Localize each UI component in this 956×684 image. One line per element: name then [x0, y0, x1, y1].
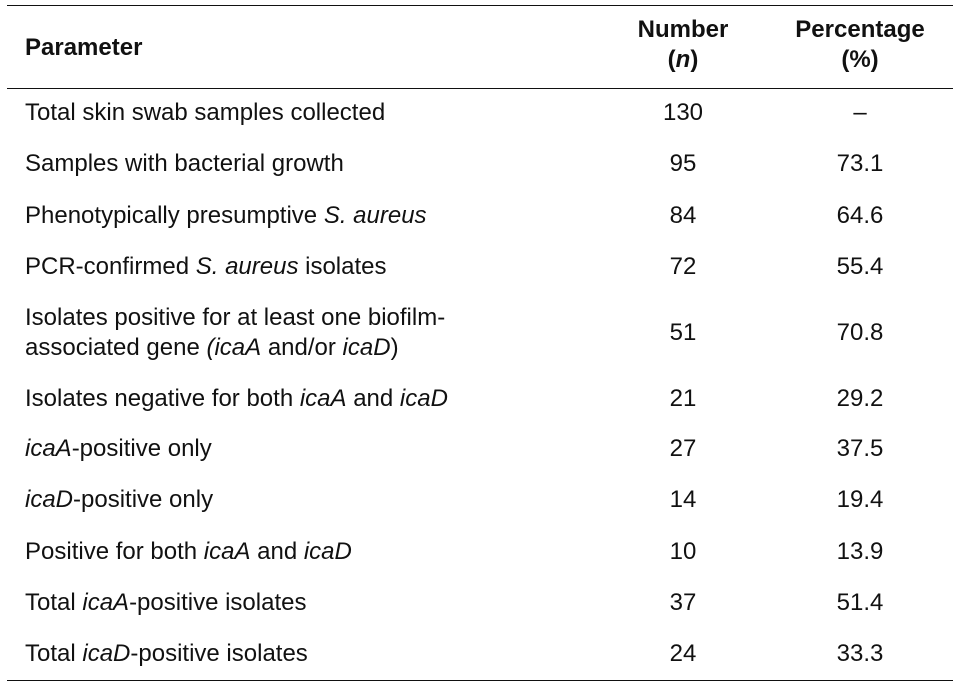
parameter-text-segment: icaA — [203, 538, 251, 565]
header-percentage-unit: (%) — [841, 46, 879, 73]
row-parameter: Samples with bacterial growth — [25, 149, 585, 179]
parameter-text-segment: and — [250, 538, 304, 565]
parameter-text-segment: Samples with bacterial growth — [25, 150, 344, 177]
table-row: Phenotypically presumptive S. aureus 84 64… — [7, 201, 953, 231]
header-number: Number (n) — [613, 15, 753, 75]
table-top-rule — [7, 5, 953, 6]
row-parameter: Total icaA-positive isolates — [25, 588, 585, 618]
header-number-close-paren: ) — [690, 46, 699, 73]
parameter-text-segment: -positive only — [71, 435, 212, 462]
parameter-text-segment: S. aureus — [195, 253, 299, 280]
table-row: Total skin swab samples collected 130 – — [7, 98, 953, 128]
parameter-text-segment: -positive only — [73, 486, 214, 513]
parameter-text-segment: icaD — [399, 385, 448, 412]
parameter-text-segment: icaD — [25, 486, 74, 513]
parameter-text-segment: Isolates positive for at least one biofi… — [25, 304, 446, 331]
parameter-line: associated gene (icaA and/or icaD) — [25, 333, 585, 363]
parameter-text-segment: Total skin swab samples collected — [25, 99, 386, 126]
table-row: Total icaA-positive isolates 37 51.4 — [7, 588, 953, 618]
row-percentage: 33.3 — [836, 640, 884, 667]
parameter-text-segment: Phenotypically presumptive — [25, 202, 324, 229]
row-number: 37 — [669, 589, 697, 616]
parameter-text-segment: (icaA — [206, 334, 262, 361]
row-number: 21 — [669, 385, 697, 412]
parameter-text-segment: S. aureus — [323, 202, 427, 229]
parameter-text-segment: icaD — [303, 538, 352, 565]
table-header-rule — [7, 88, 953, 89]
row-parameter: Isolates negative for both icaA and icaD — [25, 384, 585, 414]
table-row: Total icaD-positive isolates 24 33.3 — [7, 639, 953, 669]
parameter-text-segment: icaD — [342, 334, 391, 361]
header-number-symbol: n — [675, 46, 691, 73]
parameter-text-segment: icaA — [82, 589, 130, 616]
table-header: Parameter Number (n) Percentage (%) — [7, 6, 953, 88]
parameter-text-segment: associated gene — [25, 334, 207, 361]
row-percentage: 51.4 — [836, 589, 884, 616]
table-row: Isolates negative for both icaA and icaD… — [7, 384, 953, 414]
parameter-text-segment: -positive isolates — [130, 640, 308, 667]
header-percentage-label: Percentage — [795, 16, 925, 43]
row-number: 72 — [669, 253, 697, 280]
table-row: icaA-positive only 27 37.5 — [7, 434, 953, 464]
row-percentage: 29.2 — [836, 385, 884, 412]
table-row: PCR-confirmed S. aureus isolates 72 55.4 — [7, 252, 953, 282]
parameter-text-segment: Positive for both — [25, 538, 204, 565]
parameter-text-segment: icaA — [299, 385, 347, 412]
row-percentage: 19.4 — [836, 486, 884, 513]
parameter-text-segment: Total — [25, 640, 83, 667]
parameter-text-segment: ) — [390, 334, 399, 361]
table-bottom-rule — [7, 680, 953, 681]
parameter-text-segment: isolates — [298, 253, 387, 280]
row-parameter: PCR-confirmed S. aureus isolates — [25, 252, 585, 282]
row-percentage: 73.1 — [836, 150, 884, 177]
row-parameter: Positive for both icaA and icaD — [25, 537, 585, 567]
row-number: 51 — [669, 319, 697, 346]
row-percentage: 64.6 — [836, 202, 884, 229]
row-number: 84 — [669, 202, 697, 229]
row-percentage: – — [853, 99, 867, 126]
header-number-open-paren: ( — [667, 46, 676, 73]
row-percentage: 70.8 — [836, 319, 884, 346]
row-parameter: Isolates positive for at least one biofi… — [25, 303, 585, 363]
header-number-unit: (n) — [613, 45, 753, 75]
table-row: Samples with bacterial growth 95 73.1 — [7, 149, 953, 179]
parameter-text-segment: icaA — [25, 435, 72, 462]
row-number: 130 — [662, 99, 704, 126]
parameter-text-segment: PCR-confirmed — [25, 253, 196, 280]
row-percentage: 55.4 — [836, 253, 884, 280]
row-parameter: icaD-positive only — [25, 485, 585, 515]
row-parameter: Phenotypically presumptive S. aureus — [25, 201, 585, 231]
row-number: 95 — [669, 150, 697, 177]
parameter-text-segment: and — [346, 385, 400, 412]
parameter-text-segment: Isolates negative for both — [25, 385, 300, 412]
parameter-text-segment: -positive isolates — [129, 589, 307, 616]
table-row: Isolates positive for at least one biofi… — [7, 303, 953, 363]
row-number: 27 — [669, 435, 697, 462]
row-percentage: 37.5 — [836, 435, 884, 462]
row-parameter: Total icaD-positive isolates — [25, 639, 585, 669]
row-parameter: icaA-positive only — [25, 434, 585, 464]
row-parameter: Total skin swab samples collected — [25, 98, 585, 128]
header-number-label: Number — [637, 16, 729, 43]
table-row: Positive for both icaA and icaD 10 13.9 — [7, 537, 953, 567]
row-number: 14 — [669, 486, 697, 513]
row-percentage: 13.9 — [836, 538, 884, 565]
header-percentage: Percentage (%) — [775, 15, 945, 75]
table-row: icaD-positive only 14 19.4 — [7, 485, 953, 515]
row-number: 24 — [669, 640, 697, 667]
header-parameter: Parameter — [25, 34, 143, 61]
parameter-text-segment: icaD — [82, 640, 131, 667]
parameter-line: Isolates positive for at least one biofi… — [25, 303, 585, 333]
row-number: 10 — [669, 538, 697, 565]
parameter-text-segment: and/or — [261, 334, 343, 361]
parameter-text-segment: Total — [25, 589, 83, 616]
